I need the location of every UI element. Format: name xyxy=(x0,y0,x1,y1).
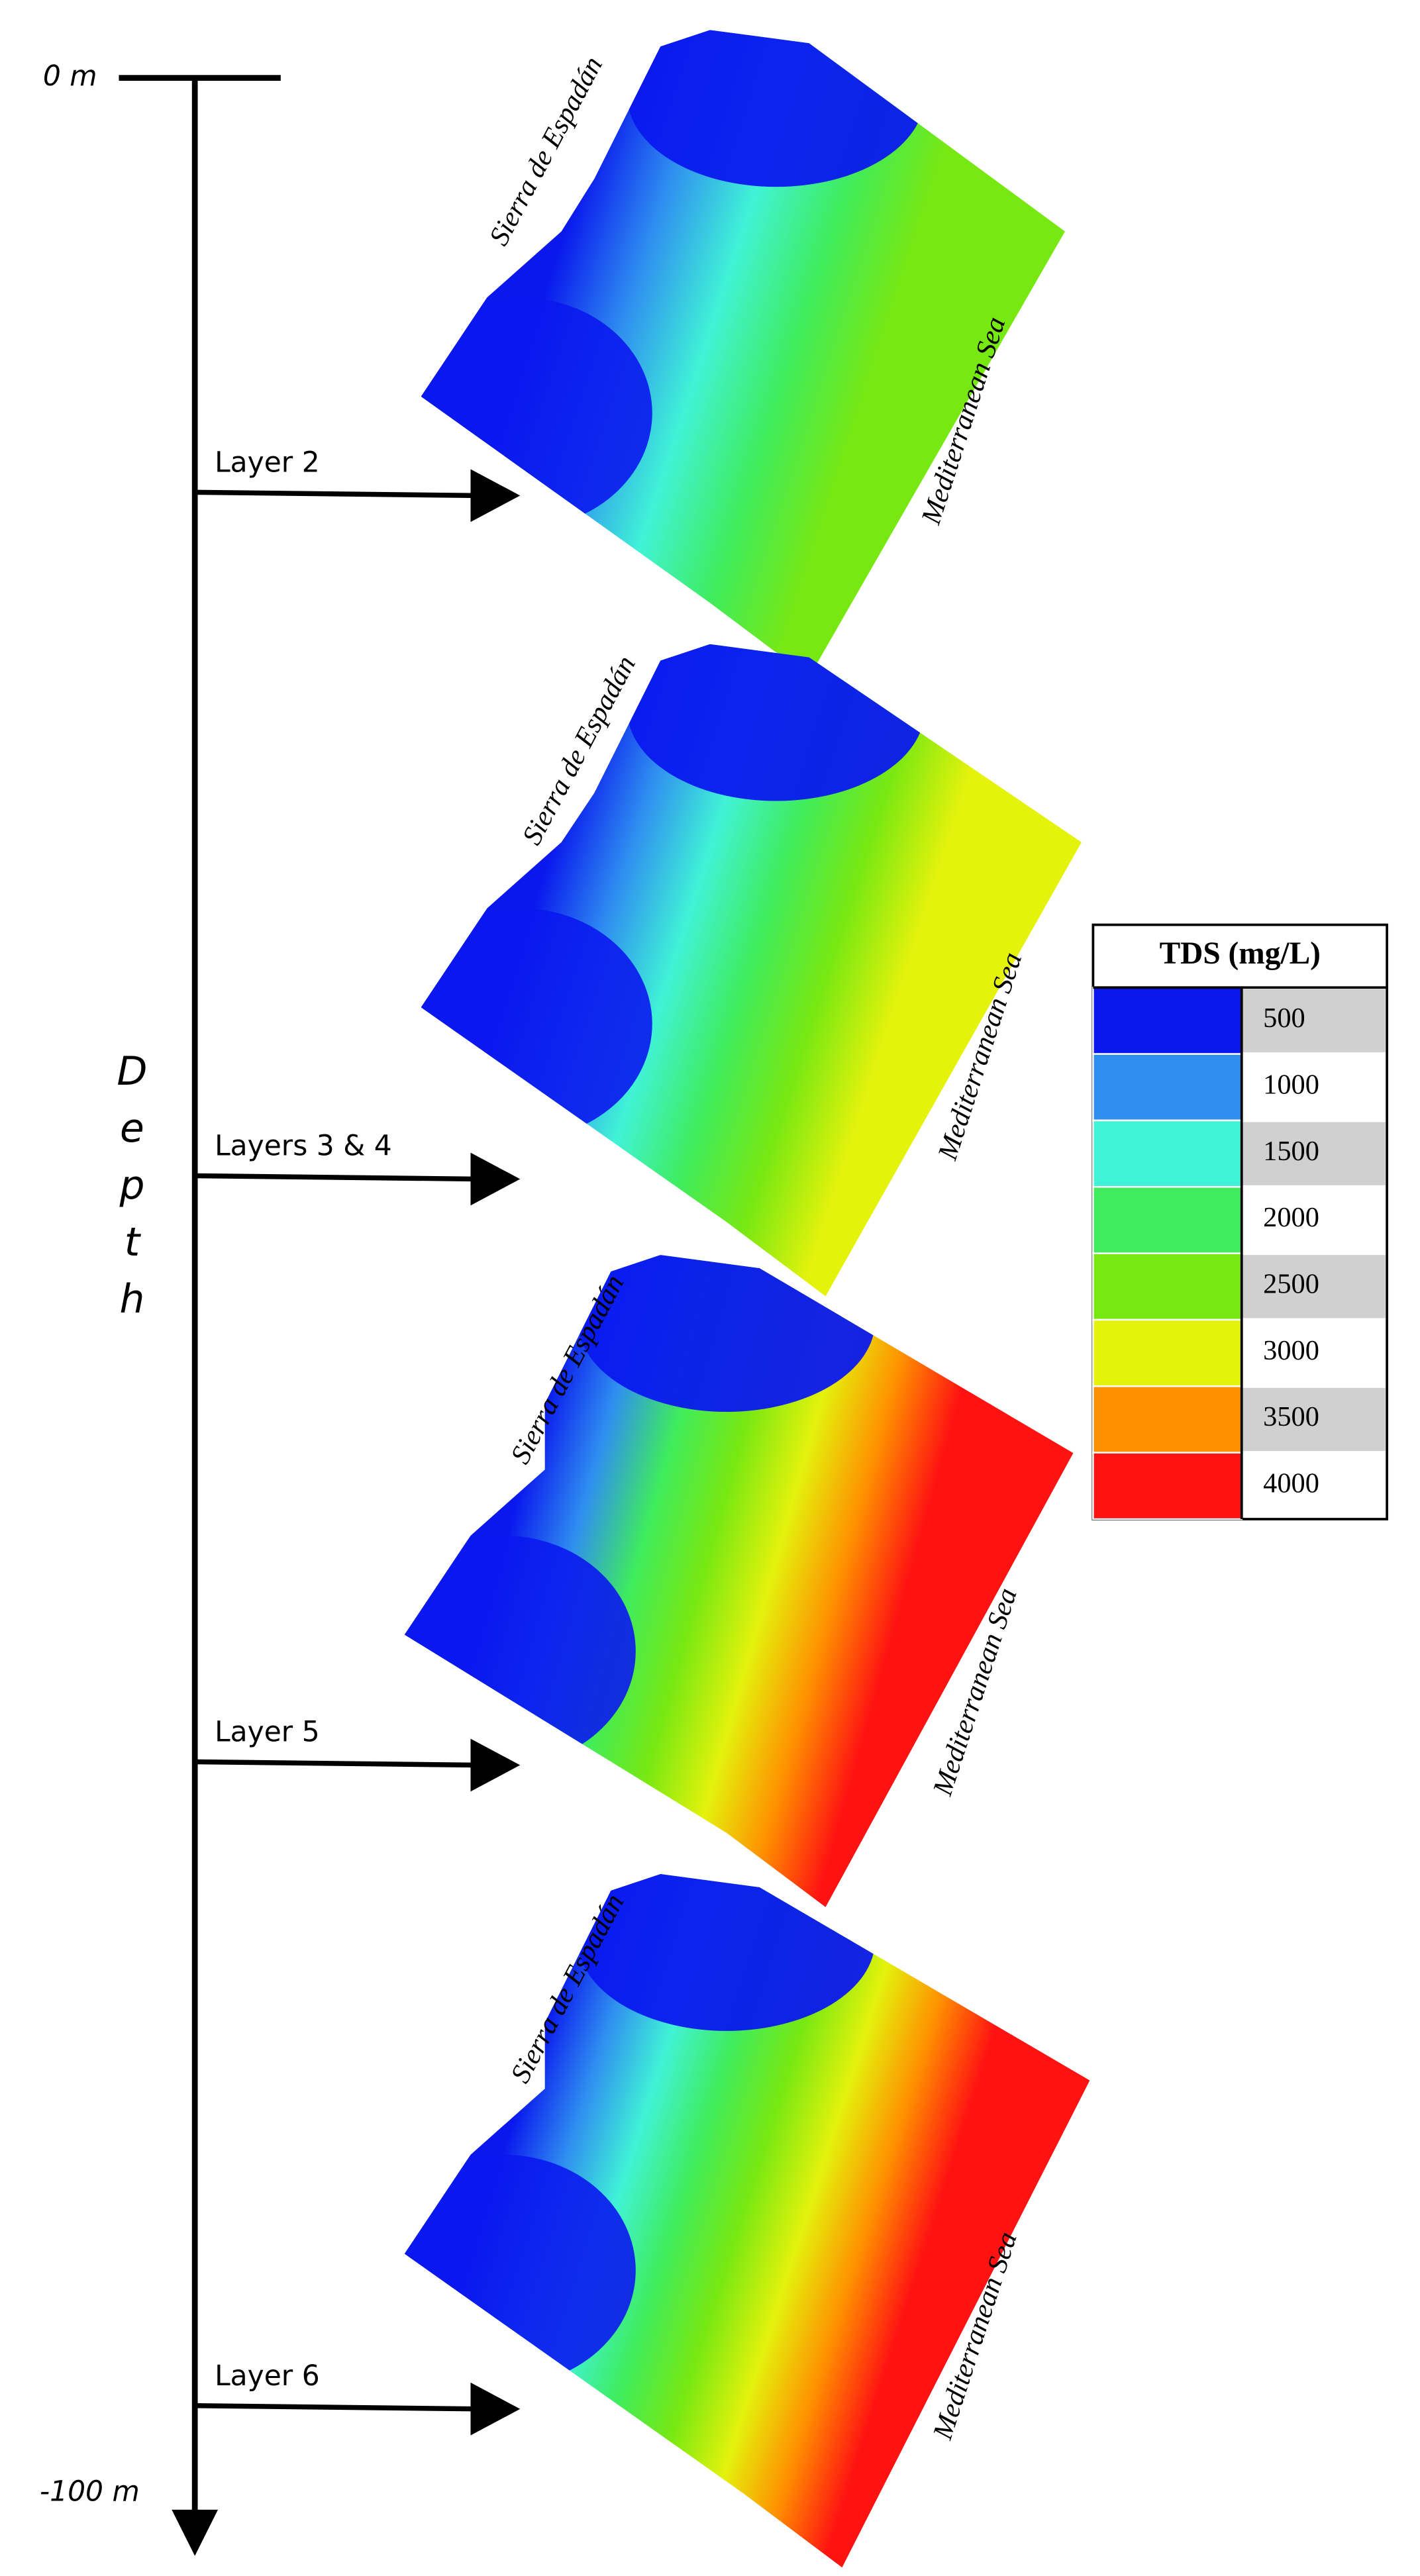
axis-top-label: 0 m xyxy=(43,60,97,92)
legend: TDS (mg/L) 500 1000 1500 2000 2500 3000 3500 40… xyxy=(1091,923,1389,1520)
legend-swatch xyxy=(1092,1385,1242,1454)
legend-cell xyxy=(1241,1255,1386,1318)
layer-label: Layers 3 & 4 xyxy=(215,1130,392,1162)
axis-arrowhead xyxy=(172,2509,219,2556)
layer-arrowhead xyxy=(470,1152,521,1206)
layer-arrow xyxy=(195,1173,480,1182)
map-blob xyxy=(627,30,925,187)
map-blob xyxy=(421,908,652,1140)
layer-arrowhead xyxy=(470,2382,521,2436)
map xyxy=(421,30,1065,677)
legend-cell xyxy=(1241,1056,1386,1119)
legend-cell xyxy=(1241,1122,1386,1185)
layer-arrow xyxy=(195,489,480,499)
legend-value: 1500 xyxy=(1263,1136,1319,1167)
axis-bottom-label: -100 m xyxy=(40,2475,140,2507)
legend-title: TDS (mg/L) xyxy=(1160,936,1321,971)
map-blob xyxy=(404,1535,636,1767)
layer-arrow xyxy=(195,1759,480,1768)
legend-value: 2500 xyxy=(1263,1269,1319,1300)
layer-arrowhead xyxy=(470,469,521,522)
legend-swatch xyxy=(1092,1318,1242,1387)
legend-cell xyxy=(1241,1188,1386,1252)
layer-label: Layer 5 xyxy=(215,1716,320,1748)
legend-cell xyxy=(1241,1387,1386,1452)
legend-swatch xyxy=(1092,1452,1242,1520)
layer-arrow xyxy=(195,2403,480,2412)
legend-swatch xyxy=(1092,1252,1242,1321)
layer-arrows: Layer 2 Layers 3 & 4 Layer 5 Layer 6 xyxy=(195,446,521,2436)
layer-label: Layer 6 xyxy=(215,2359,320,2392)
legend-value: 3500 xyxy=(1263,1401,1319,1432)
legend-value: 3000 xyxy=(1263,1335,1319,1366)
legend-value: 1000 xyxy=(1263,1069,1319,1101)
legend-swatch xyxy=(1092,1186,1242,1254)
layer-arrowhead xyxy=(470,1738,521,1792)
legend-cell xyxy=(1241,1454,1386,1518)
legend-value: 500 xyxy=(1263,1003,1305,1034)
legend-cell xyxy=(1241,1321,1386,1385)
legend-value: 2000 xyxy=(1263,1202,1319,1233)
legend-swatch xyxy=(1092,1053,1242,1122)
legend-swatch xyxy=(1092,987,1242,1055)
map-blob xyxy=(404,2154,636,2386)
layer-label: Layer 2 xyxy=(215,446,320,478)
map xyxy=(404,1874,1090,2568)
legend-value: 4000 xyxy=(1263,1468,1319,1499)
legend-cell xyxy=(1241,989,1386,1053)
legend-swatch xyxy=(1092,1119,1242,1188)
map xyxy=(404,1255,1074,1907)
